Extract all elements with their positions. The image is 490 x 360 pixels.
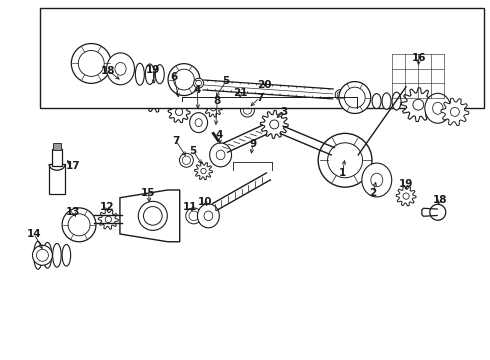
- Ellipse shape: [62, 244, 71, 266]
- Circle shape: [62, 208, 96, 242]
- Circle shape: [335, 90, 345, 100]
- Polygon shape: [120, 190, 180, 242]
- Text: 7: 7: [256, 93, 263, 103]
- Circle shape: [68, 214, 90, 236]
- Circle shape: [430, 204, 446, 220]
- Circle shape: [337, 92, 343, 98]
- Ellipse shape: [197, 204, 220, 228]
- Text: 18: 18: [433, 195, 447, 205]
- Circle shape: [344, 87, 365, 108]
- Circle shape: [241, 103, 254, 117]
- Circle shape: [144, 207, 162, 225]
- Text: 19: 19: [146, 64, 160, 75]
- Bar: [40, 8, 484, 108]
- Ellipse shape: [107, 53, 134, 85]
- Text: 18: 18: [101, 66, 116, 76]
- Circle shape: [78, 50, 104, 76]
- Text: 4: 4: [194, 85, 201, 95]
- Text: 12: 12: [100, 202, 115, 212]
- Ellipse shape: [425, 93, 451, 123]
- Text: 6: 6: [171, 72, 178, 82]
- Bar: [49, 164, 65, 194]
- Circle shape: [194, 78, 204, 88]
- Ellipse shape: [392, 92, 401, 110]
- Ellipse shape: [34, 241, 42, 269]
- Circle shape: [138, 201, 167, 230]
- Circle shape: [179, 153, 194, 167]
- Text: 1: 1: [339, 168, 346, 178]
- Circle shape: [182, 156, 191, 165]
- Circle shape: [36, 249, 49, 261]
- Circle shape: [32, 246, 52, 265]
- Circle shape: [173, 69, 195, 90]
- Ellipse shape: [204, 211, 213, 221]
- Ellipse shape: [216, 150, 225, 160]
- Ellipse shape: [371, 173, 383, 187]
- Ellipse shape: [115, 62, 126, 75]
- Ellipse shape: [52, 243, 61, 267]
- Circle shape: [328, 143, 363, 178]
- Ellipse shape: [382, 93, 391, 109]
- Polygon shape: [441, 98, 469, 126]
- Polygon shape: [168, 101, 190, 123]
- Bar: [52, 149, 62, 166]
- Text: 2: 2: [369, 188, 376, 198]
- Circle shape: [189, 211, 198, 221]
- Text: 19: 19: [399, 179, 413, 189]
- Circle shape: [168, 64, 200, 95]
- Ellipse shape: [362, 163, 392, 197]
- Ellipse shape: [190, 113, 208, 132]
- Text: 7: 7: [172, 136, 179, 145]
- Text: 20: 20: [257, 80, 272, 90]
- Polygon shape: [396, 186, 416, 206]
- Polygon shape: [260, 111, 288, 138]
- Circle shape: [339, 82, 371, 113]
- Text: 14: 14: [27, 229, 42, 239]
- Polygon shape: [98, 210, 118, 229]
- Circle shape: [196, 80, 201, 86]
- Text: 10: 10: [198, 197, 212, 207]
- Polygon shape: [195, 162, 213, 180]
- Text: 21: 21: [233, 88, 247, 98]
- Text: 5: 5: [222, 76, 230, 86]
- Ellipse shape: [146, 64, 154, 85]
- Text: 4: 4: [216, 130, 223, 140]
- Circle shape: [117, 76, 134, 94]
- Text: 15: 15: [141, 188, 156, 198]
- Ellipse shape: [135, 63, 145, 85]
- Ellipse shape: [210, 143, 232, 167]
- Text: 17: 17: [66, 161, 80, 171]
- Ellipse shape: [155, 65, 164, 84]
- Polygon shape: [401, 88, 435, 122]
- Text: 3: 3: [280, 107, 288, 117]
- Ellipse shape: [372, 94, 381, 109]
- Circle shape: [243, 106, 252, 114]
- Text: 16: 16: [412, 53, 426, 63]
- Ellipse shape: [433, 102, 443, 114]
- Circle shape: [72, 44, 111, 84]
- Polygon shape: [204, 99, 222, 117]
- Bar: [392, 54, 444, 98]
- Ellipse shape: [43, 242, 52, 268]
- Text: 8: 8: [214, 96, 221, 106]
- Text: 9: 9: [249, 139, 256, 149]
- Text: 5: 5: [190, 146, 197, 156]
- Polygon shape: [142, 86, 168, 112]
- Circle shape: [318, 134, 372, 187]
- Text: 11: 11: [183, 202, 197, 212]
- Ellipse shape: [195, 119, 202, 127]
- Bar: [53, 143, 61, 150]
- Text: 13: 13: [66, 207, 80, 217]
- Circle shape: [186, 208, 202, 224]
